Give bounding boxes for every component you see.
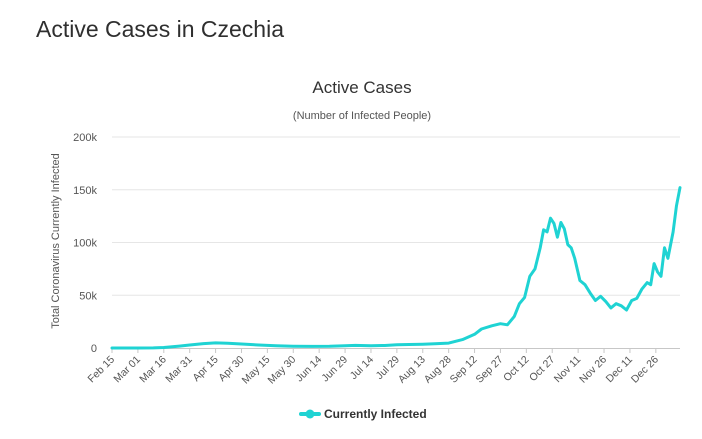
x-tick-label: Jun 14 <box>294 354 325 385</box>
x-tick-label: Sep 27 <box>474 354 506 386</box>
x-tick-label: Oct 27 <box>527 354 557 384</box>
chart-title: Active Cases <box>312 78 411 97</box>
x-tick-label: Oct 12 <box>501 354 531 384</box>
x-tick-label: Apr 15 <box>190 354 220 384</box>
legend[interactable]: Currently Infected <box>299 407 427 421</box>
y-axis-title: Total Coronavirus Currently Infected <box>50 153 62 328</box>
x-tick-label: Aug 28 <box>422 354 454 386</box>
page-heading: Active Cases in Czechia <box>36 16 284 42</box>
y-tick-label: 0 <box>91 343 97 355</box>
x-tick-label: Feb 15 <box>86 354 118 386</box>
x-tick-label: Jun 29 <box>319 354 350 385</box>
y-tick-label: 200k <box>73 132 97 144</box>
x-tick-label: Dec 11 <box>604 354 636 386</box>
x-tick-label: Dec 26 <box>629 354 661 386</box>
y-tick-label: 150k <box>73 185 97 197</box>
x-tick-label: Mar 16 <box>137 354 169 386</box>
legend-marker <box>305 409 315 419</box>
series-line-currently-infected <box>110 186 682 350</box>
legend-label-currently-infected: Currently Infected <box>324 407 427 421</box>
x-tick-label: Nov 11 <box>552 354 584 386</box>
y-tick-label: 100k <box>73 238 97 250</box>
x-tick-label: Nov 26 <box>577 354 609 386</box>
x-tick-label: Mar 31 <box>163 354 195 386</box>
x-tick-label: Jul 14 <box>348 354 376 382</box>
series-group <box>110 186 682 350</box>
x-tick-label: Sep 12 <box>448 354 480 386</box>
x-tick-label: May 30 <box>266 354 299 387</box>
x-tick-label: Aug 13 <box>396 354 428 386</box>
chart-subtitle: (Number of Infected People) <box>293 110 431 122</box>
y-tick-label: 50k <box>79 290 97 302</box>
grid-lines <box>112 136 680 296</box>
x-tick-label: Mar 01 <box>111 354 143 386</box>
y-axis-ticks: 0 50k 100k 150k 200k <box>73 132 97 355</box>
x-tick-label: May 15 <box>240 354 273 387</box>
